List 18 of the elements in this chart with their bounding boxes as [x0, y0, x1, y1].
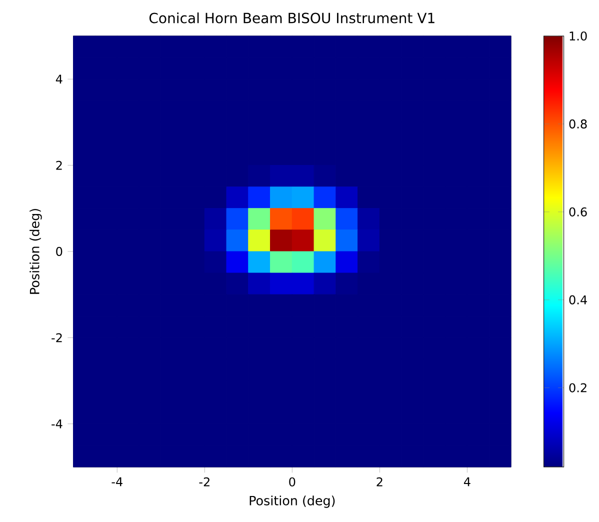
- color-bar-label: 0.8: [569, 120, 587, 129]
- color-bar-label: 1.0: [570, 32, 587, 41]
- color-bar-label: 0.2: [569, 383, 586, 393]
- x-tick-label: -2: [199, 478, 210, 486]
- y-tick-label: 4: [56, 74, 62, 84]
- x-tick-label: -4: [112, 478, 122, 486]
- y-axis-title: Position (deg): [30, 209, 42, 294]
- y-tick-label: 0: [56, 247, 62, 256]
- y-tick-label: 2: [56, 161, 62, 170]
- y-tick-label: -4: [52, 420, 62, 428]
- x-axis-title: Position (deg): [250, 496, 335, 508]
- chart-title: Conical Horn Beam BISOU Instrument V1: [149, 12, 434, 24]
- x-tick-label: 0: [289, 478, 296, 487]
- x-tick-label: 2: [376, 478, 382, 486]
- y-tick-label: -2: [52, 333, 62, 342]
- color-bar-label: 0.4: [569, 295, 587, 305]
- x-tick-label: 4: [464, 478, 470, 486]
- color-bar-label: 0.6: [569, 208, 587, 217]
